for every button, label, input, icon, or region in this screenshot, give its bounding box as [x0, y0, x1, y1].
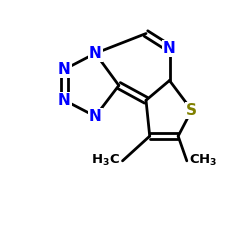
Text: N: N: [163, 41, 176, 56]
Text: $\mathregular{CH_3}$: $\mathregular{CH_3}$: [189, 153, 218, 168]
Text: $\mathregular{H_3C}$: $\mathregular{H_3C}$: [91, 153, 120, 168]
Text: N: N: [58, 62, 71, 77]
Text: S: S: [186, 103, 197, 118]
Text: N: N: [89, 46, 102, 61]
Text: N: N: [58, 93, 71, 108]
Text: N: N: [89, 109, 102, 124]
